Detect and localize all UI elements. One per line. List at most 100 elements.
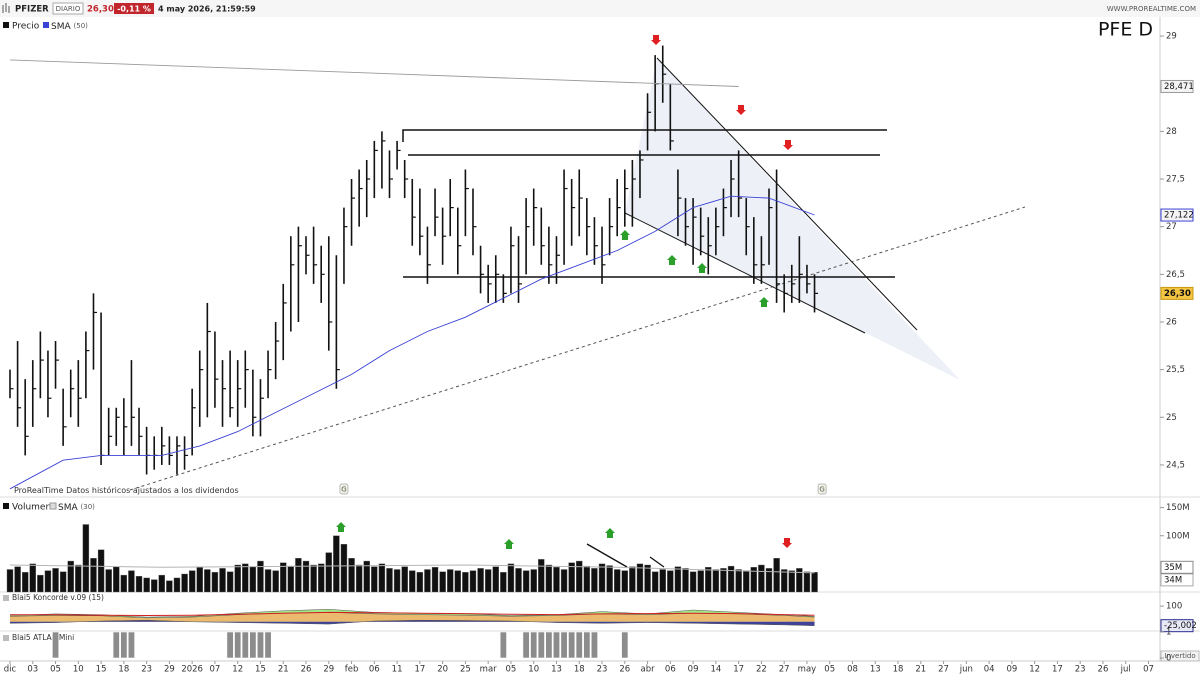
volume-bar [712, 569, 720, 593]
value-tag-label: 27,122 [1164, 211, 1194, 221]
volume-bar [310, 564, 317, 593]
x-tick-label: 12 [1029, 665, 1040, 675]
volume-bar [317, 563, 325, 593]
volume-bar [120, 574, 128, 593]
volume-bar [325, 552, 332, 593]
x-tick-label: 06 [665, 665, 676, 675]
volume-bar [560, 569, 568, 593]
volume-bar [750, 567, 758, 593]
trend-line [649, 556, 665, 568]
datetime: 4 may 2026, 21:59:59 [158, 5, 256, 14]
axis-mode-box[interactable] [1160, 650, 1200, 662]
trend-line [624, 212, 866, 334]
atlas-bar [52, 631, 60, 659]
legend-entry[interactable]: SMA (50) [51, 22, 88, 32]
volume-bar [348, 558, 355, 593]
legend-entry[interactable]: SMA (30) [58, 503, 95, 513]
event-label: G [341, 486, 346, 494]
volume-bar [14, 566, 21, 593]
volume-bar [264, 569, 272, 593]
y-tick-label: 26 [1166, 317, 1177, 327]
value-tag-label: -25,002 [1164, 621, 1197, 631]
period[interactable]: DIARIO [56, 5, 81, 13]
atlas-bar [530, 631, 538, 659]
x-tick-label: 26 [619, 665, 630, 675]
volume-bar [758, 564, 765, 593]
volume-bar [128, 570, 135, 593]
signal-arrow-up [697, 263, 707, 273]
area-fill [10, 620, 815, 626]
volume-bar [97, 549, 105, 593]
site[interactable]: WWW.PROREALTIME.COM [1107, 5, 1196, 13]
volume-bar [568, 562, 575, 593]
volume-bar [454, 570, 462, 593]
y-tick-label: 28 [1166, 127, 1177, 137]
x-tick-label: 10 [73, 665, 84, 675]
event-marker [339, 483, 349, 495]
x-tick-label: 06 [369, 665, 380, 675]
legend-entry[interactable]: Precio [12, 22, 40, 32]
legend-swatch [3, 22, 9, 28]
atlas-bar [241, 631, 249, 659]
volume-bar [52, 568, 59, 593]
atlas-bar [575, 631, 583, 659]
atlas-bar [264, 631, 272, 659]
volume-bar [113, 566, 120, 593]
axis-mode[interactable]: Invertido [1164, 652, 1195, 660]
volume-bar [6, 569, 14, 593]
x-tick-label: 25 [460, 665, 471, 675]
volume-bar [447, 569, 454, 593]
x-tick-label: 26 [301, 665, 312, 675]
value-tag [1160, 560, 1194, 574]
x-tick-label: 12 [232, 665, 243, 675]
volume-bar [386, 568, 393, 593]
volume-bar [280, 562, 287, 593]
signal-arrow-up [667, 255, 677, 265]
volume-bar [242, 563, 249, 593]
volume-bar [355, 564, 363, 593]
volume-bar [621, 570, 628, 593]
volume-bar [576, 560, 583, 593]
indicator-title[interactable]: Blai5 Koncorde v.09 (15) [12, 593, 104, 602]
volume-bar [811, 572, 818, 593]
value-tag [1160, 286, 1194, 300]
volume-bar [803, 571, 811, 593]
legend-entry[interactable]: Volumen [12, 503, 51, 513]
x-tick-label: 27 [938, 665, 949, 675]
x-tick-label: 09 [688, 665, 699, 675]
x-tick-label: 11 [392, 665, 403, 675]
volume-bar [515, 568, 522, 593]
x-tick-label: 27 [779, 665, 790, 675]
x-tick-label: 23 [1075, 665, 1086, 675]
volume-bar [219, 568, 226, 593]
volume-bar [553, 567, 560, 593]
atlas-bar [127, 631, 135, 659]
volume-bar [477, 568, 484, 593]
volume-bar [409, 570, 416, 593]
volume-bar [659, 569, 666, 593]
volume-bar [90, 558, 97, 593]
volume-bar [606, 565, 613, 593]
volume-bar [295, 558, 302, 593]
value-tag [1160, 573, 1194, 587]
change: -0,11 % [117, 5, 151, 14]
atlas-bar [568, 631, 576, 659]
y-tick-label: 26,5 [1166, 270, 1185, 280]
y-tick-label: 25,5 [1166, 365, 1185, 375]
period-box[interactable] [52, 2, 84, 15]
signal-arrow-down [783, 140, 793, 150]
volume-bar [500, 572, 507, 593]
y-tick-label: 29 [1166, 32, 1177, 42]
x-tick-label: 22 [756, 665, 767, 675]
y-tick-label: 27 [1166, 222, 1177, 232]
source: ProRealTime Datos históricos ajustados a… [14, 485, 239, 495]
indicator-title[interactable]: Blai5 ATLAS Mini [12, 633, 74, 642]
volume-bar [424, 569, 431, 593]
symbol[interactable]: PFIZER [15, 5, 49, 15]
x-tick-label: 2026 [181, 665, 203, 675]
legend-swatch [49, 502, 57, 510]
volume-bar [59, 571, 67, 593]
x-tick-label: may [798, 665, 817, 675]
volume-bar [720, 568, 727, 593]
